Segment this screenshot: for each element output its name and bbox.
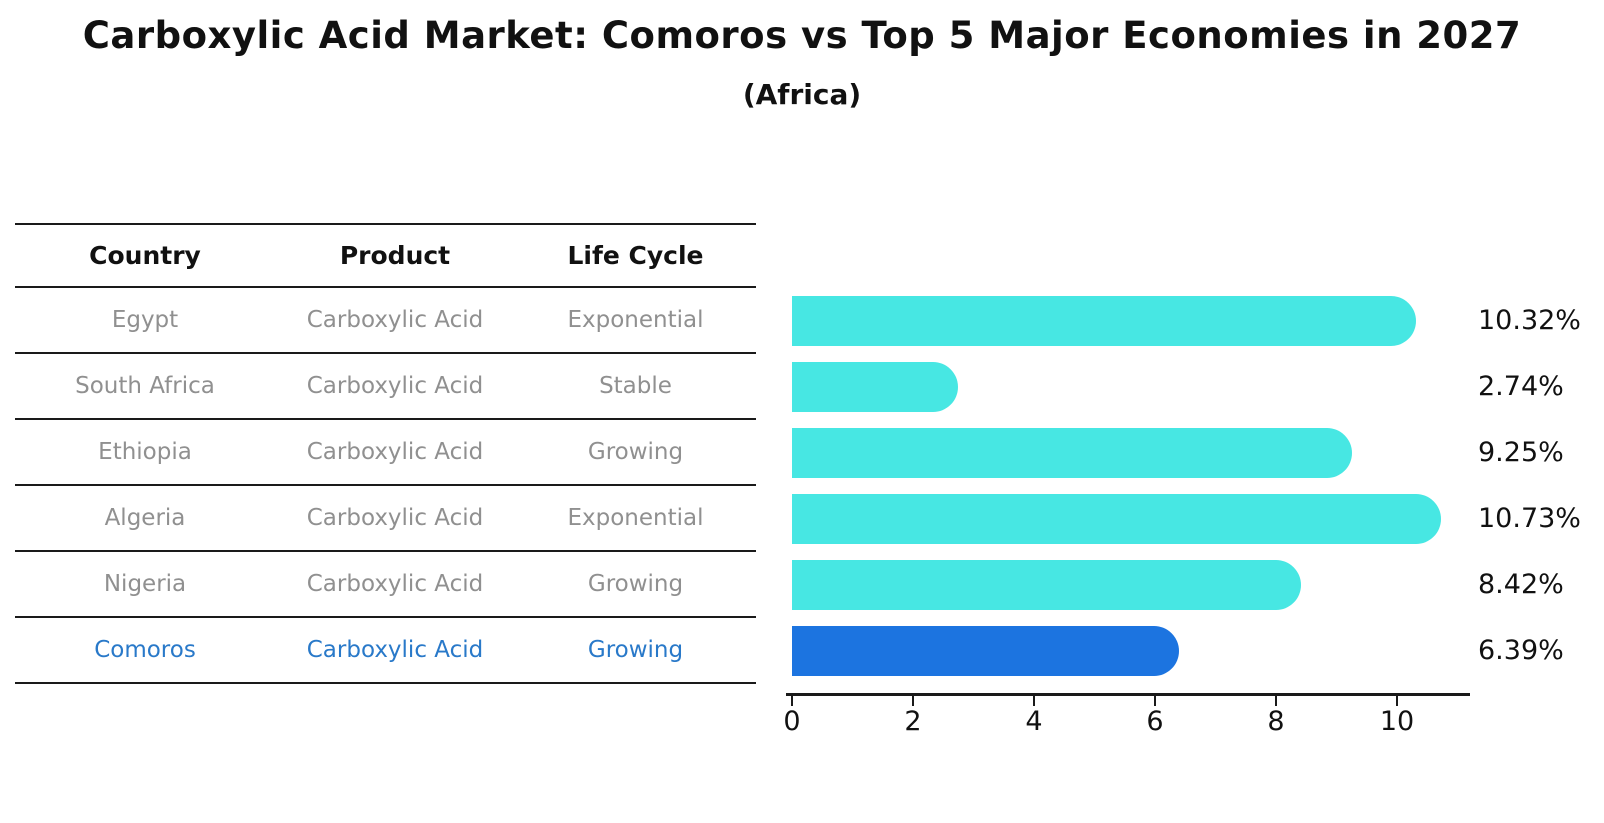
chart-subtitle: (Africa)	[742, 78, 862, 111]
column-header-product: Product	[339, 241, 451, 270]
x-tick-label: 10	[1379, 706, 1415, 737]
value-label-egypt: 10.32%	[1478, 305, 1581, 336]
data-table: Country Product Life Cycle Egypt Carboxyl…	[15, 223, 756, 684]
chart-title: Carboxylic Acid Market: Comoros vs Top 5…	[82, 14, 1522, 57]
cell-life-cycle: Growing	[587, 439, 684, 465]
table-row-ethiopia: Ethiopia Carboxylic Acid Growing	[15, 420, 756, 486]
table-row-egypt: Egypt Carboxylic Acid Exponential	[15, 288, 756, 354]
cell-product: Carboxylic Acid	[306, 373, 484, 399]
table-row-algeria: Algeria Carboxylic Acid Exponential	[15, 486, 756, 552]
cell-country: Algeria	[104, 505, 186, 531]
cell-country: Comoros	[94, 637, 196, 663]
bar-comoros	[792, 626, 1179, 676]
value-label-algeria: 10.73%	[1478, 503, 1581, 534]
cell-product: Carboxylic Acid	[306, 637, 484, 663]
x-axis-line	[786, 693, 1470, 696]
value-label-south-africa: 2.74%	[1478, 371, 1564, 402]
x-tick-label: 4	[1025, 706, 1043, 737]
table-row-south-africa: South Africa Carboxylic Acid Stable	[15, 354, 756, 420]
value-label-ethiopia: 9.25%	[1478, 437, 1564, 468]
cell-product: Carboxylic Acid	[306, 505, 484, 531]
bar-algeria	[792, 494, 1441, 544]
table-header-row: Country Product Life Cycle	[15, 223, 756, 288]
cell-life-cycle: Growing	[587, 571, 684, 597]
cell-life-cycle: Exponential	[567, 307, 704, 333]
x-tick-label: 6	[1146, 706, 1164, 737]
table-row-comoros: Comoros Carboxylic Acid Growing	[15, 618, 756, 684]
table-row-nigeria: Nigeria Carboxylic Acid Growing	[15, 552, 756, 618]
x-tick-label: 2	[904, 706, 922, 737]
bar-egypt	[792, 296, 1416, 346]
x-tick	[912, 696, 914, 706]
cell-country: South Africa	[75, 373, 215, 399]
value-label-nigeria: 8.42%	[1478, 569, 1564, 600]
cell-country: Ethiopia	[98, 439, 192, 465]
table-body: Egypt Carboxylic Acid Exponential South Afr…	[15, 288, 756, 684]
value-label-comoros: 6.39%	[1478, 635, 1564, 666]
x-tick	[1275, 696, 1277, 706]
bar-nigeria	[792, 560, 1301, 610]
cell-life-cycle: Stable	[599, 373, 672, 399]
bar-ethiopia	[792, 428, 1352, 478]
cell-life-cycle: Growing	[587, 637, 684, 663]
cell-product: Carboxylic Acid	[306, 571, 484, 597]
x-tick-label: 8	[1267, 706, 1285, 737]
bar-south-africa	[792, 362, 958, 412]
column-header-lifecycle: Life Cycle	[567, 241, 704, 270]
x-tick-label: 0	[783, 706, 801, 737]
cell-country: Nigeria	[103, 571, 187, 597]
cell-life-cycle: Exponential	[567, 505, 704, 531]
x-tick	[1154, 696, 1156, 706]
x-tick	[1033, 696, 1035, 706]
column-header-country: Country	[89, 241, 201, 270]
x-tick	[1396, 696, 1398, 706]
cell-product: Carboxylic Acid	[306, 439, 484, 465]
cell-country: Egypt	[111, 307, 179, 333]
x-tick	[791, 696, 793, 706]
cell-product: Carboxylic Acid	[306, 307, 484, 333]
